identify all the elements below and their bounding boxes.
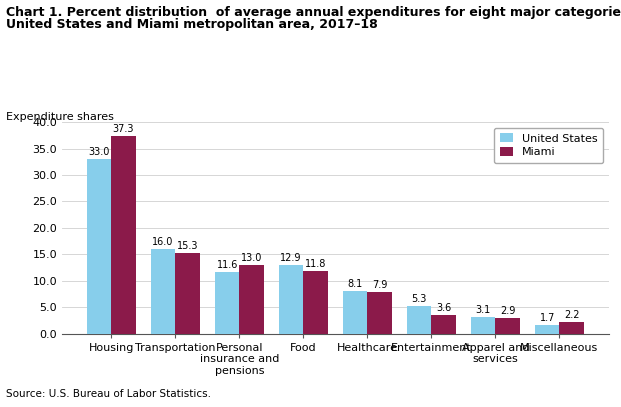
Bar bbox=[407, 306, 432, 334]
Text: 11.8: 11.8 bbox=[305, 259, 326, 269]
Text: 15.3: 15.3 bbox=[177, 241, 198, 251]
Text: United States and Miami metropolitan area, 2017–18: United States and Miami metropolitan are… bbox=[6, 18, 378, 31]
Text: 37.3: 37.3 bbox=[112, 124, 134, 134]
Text: 2.9: 2.9 bbox=[500, 306, 515, 316]
Bar bbox=[279, 265, 303, 334]
Text: 1.7: 1.7 bbox=[540, 313, 555, 323]
Text: 3.6: 3.6 bbox=[436, 302, 451, 313]
Bar bbox=[175, 253, 199, 334]
Bar bbox=[368, 292, 392, 334]
Text: Source: U.S. Bureau of Labor Statistics.: Source: U.S. Bureau of Labor Statistics. bbox=[6, 389, 211, 399]
Bar bbox=[111, 136, 135, 334]
Text: 12.9: 12.9 bbox=[281, 254, 302, 263]
Bar bbox=[215, 272, 239, 334]
Bar bbox=[303, 271, 328, 334]
Text: 13.0: 13.0 bbox=[241, 253, 262, 263]
Bar bbox=[87, 159, 111, 334]
Legend: United States, Miami: United States, Miami bbox=[494, 128, 603, 163]
Bar bbox=[535, 325, 560, 334]
Text: 8.1: 8.1 bbox=[348, 279, 363, 289]
Bar bbox=[239, 265, 264, 334]
Bar bbox=[496, 318, 520, 334]
Text: Chart 1. Percent distribution  of average annual expenditures for eight major ca: Chart 1. Percent distribution of average… bbox=[6, 6, 621, 19]
Text: 3.1: 3.1 bbox=[476, 305, 491, 315]
Bar bbox=[471, 317, 496, 334]
Text: 33.0: 33.0 bbox=[88, 147, 110, 157]
Text: 5.3: 5.3 bbox=[412, 293, 427, 304]
Bar bbox=[560, 322, 584, 334]
Text: 11.6: 11.6 bbox=[217, 260, 238, 270]
Text: 16.0: 16.0 bbox=[152, 237, 174, 247]
Text: 2.2: 2.2 bbox=[564, 310, 579, 320]
Bar bbox=[343, 291, 368, 334]
Text: Expenditure shares: Expenditure shares bbox=[6, 112, 114, 122]
Bar bbox=[432, 315, 456, 334]
Bar bbox=[151, 249, 175, 334]
Text: 7.9: 7.9 bbox=[372, 280, 388, 290]
